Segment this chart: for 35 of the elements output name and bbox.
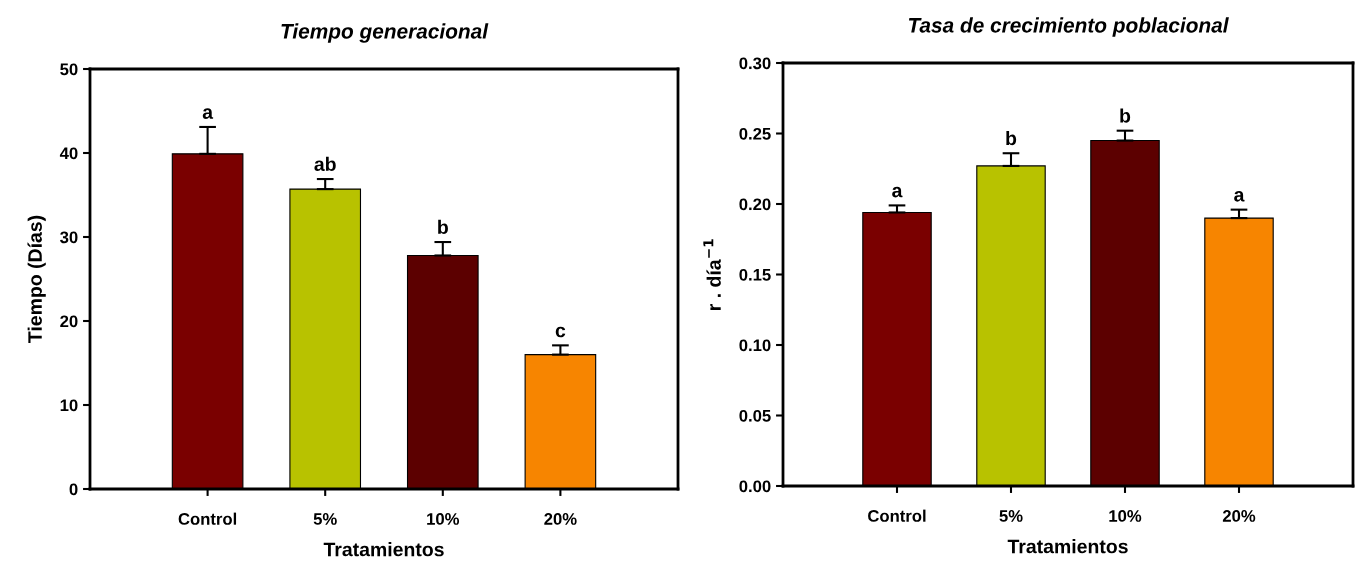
x-axis-title: Tratamientos [1007, 539, 1128, 554]
annotation: b [1006, 130, 1017, 146]
chart-title: Tasa de crecimiento poblacional [908, 17, 1229, 37]
y-tick-label: 50 [60, 63, 78, 76]
x-tick-label: 10% [1109, 510, 1142, 522]
y-tick-label: 0.00 [739, 480, 771, 493]
y-tick-label: 0 [69, 483, 78, 496]
annotation: a [1234, 190, 1245, 202]
x-tick-label: Control [178, 512, 237, 525]
y-tick-label: 20 [60, 315, 78, 328]
annotation: a [202, 108, 214, 119]
chart-title: Tiempo generacional [281, 23, 489, 43]
x-tick-label: Control [868, 509, 926, 522]
y-tick-label: 0.30 [739, 57, 771, 70]
annotation: b [438, 219, 448, 235]
x-tick-label: 20% [1222, 510, 1256, 522]
annotation: a [892, 186, 903, 198]
x-tick-label: 20% [544, 513, 577, 525]
annotation: b [1120, 108, 1131, 123]
x-tick-label: 5% [313, 513, 337, 525]
y-axis-title: Tiempo (Días) [27, 215, 46, 343]
y-tick-label: 10 [60, 399, 78, 412]
x-axis-title: Tratamientos [323, 542, 444, 557]
y-tick-label: 0.20 [739, 198, 771, 211]
x-tick-label: 10% [427, 513, 460, 525]
y-tick-label: 0.15 [739, 268, 771, 281]
annotation: c [555, 326, 566, 338]
y-tick-label: 0.25 [739, 127, 771, 140]
x-tick-label: 5% [999, 510, 1023, 522]
y-tick-label: 40 [59, 147, 78, 160]
annotation: ab [314, 156, 336, 172]
y-tick-label: 0.05 [739, 409, 771, 422]
y-tick-label: 0.10 [739, 339, 771, 352]
y-axis-title: r . día$^{−1}$ [703, 239, 721, 310]
y-tick-label: 30 [60, 231, 78, 244]
